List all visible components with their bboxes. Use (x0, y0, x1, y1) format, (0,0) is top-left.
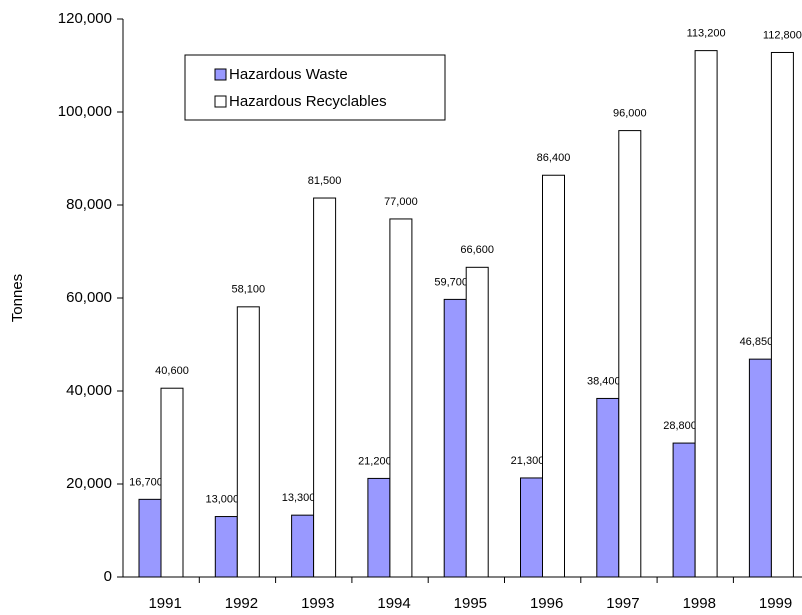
x-tick-label: 1994 (377, 595, 410, 612)
value-label: 21,300 (511, 455, 545, 467)
y-tick-label: 40,000 (66, 382, 112, 399)
value-label: 86,400 (537, 152, 571, 164)
y-tick-label: 80,000 (66, 196, 112, 213)
bar (672, 442, 696, 578)
bar (214, 516, 238, 578)
value-label: 28,800 (663, 420, 697, 432)
value-label: 38,400 (587, 375, 621, 387)
value-label: 13,300 (282, 492, 316, 504)
y-tick-label: 20,000 (66, 475, 112, 492)
bar (367, 477, 391, 578)
legend-box (184, 54, 446, 121)
value-label: 13,000 (205, 493, 239, 505)
x-tick-label: 1998 (683, 595, 716, 612)
bar (748, 358, 772, 578)
bar (160, 387, 184, 578)
value-label: 96,000 (613, 108, 647, 120)
y-axis-label: Tonnes (9, 274, 26, 322)
legend-swatch (214, 95, 227, 108)
y-tick-label: 60,000 (66, 289, 112, 306)
bar (465, 266, 489, 578)
value-label: 58,100 (231, 284, 265, 296)
value-label: 40,600 (155, 365, 189, 377)
x-tick-label: 1997 (606, 595, 639, 612)
bar (291, 514, 315, 578)
value-label: 16,700 (129, 476, 163, 488)
value-label: 112,800 (763, 29, 802, 41)
value-label: 46,850 (740, 336, 774, 348)
x-tick-label: 1993 (301, 595, 334, 612)
legend-swatch (214, 68, 227, 81)
bar (694, 50, 718, 578)
bar (313, 197, 337, 578)
bar (443, 298, 467, 578)
bar (138, 498, 162, 578)
y-tick-label: 0 (104, 568, 112, 585)
x-tick-label: 1992 (225, 595, 258, 612)
x-tick-label: 1995 (454, 595, 487, 612)
bar (520, 477, 543, 578)
bar (542, 174, 565, 578)
value-label: 77,000 (384, 196, 418, 208)
legend-label: Hazardous Recyclables (229, 93, 387, 110)
bar (618, 130, 642, 578)
bar (596, 397, 620, 578)
x-tick-label: 1999 (759, 595, 792, 612)
value-label: 66,600 (460, 244, 494, 256)
value-label: 113,200 (687, 28, 726, 40)
x-tick-label: 1991 (148, 595, 181, 612)
bar (389, 218, 413, 578)
bar (770, 51, 794, 578)
legend-label: Hazardous Waste (229, 66, 348, 83)
value-label: 21,200 (358, 455, 392, 467)
value-label: 59,700 (434, 276, 468, 288)
y-tick-label: 120,000 (58, 10, 112, 27)
y-tick-label: 100,000 (58, 103, 112, 120)
x-tick-label: 1996 (530, 595, 563, 612)
bar (236, 306, 260, 578)
value-label: 81,500 (308, 175, 342, 187)
